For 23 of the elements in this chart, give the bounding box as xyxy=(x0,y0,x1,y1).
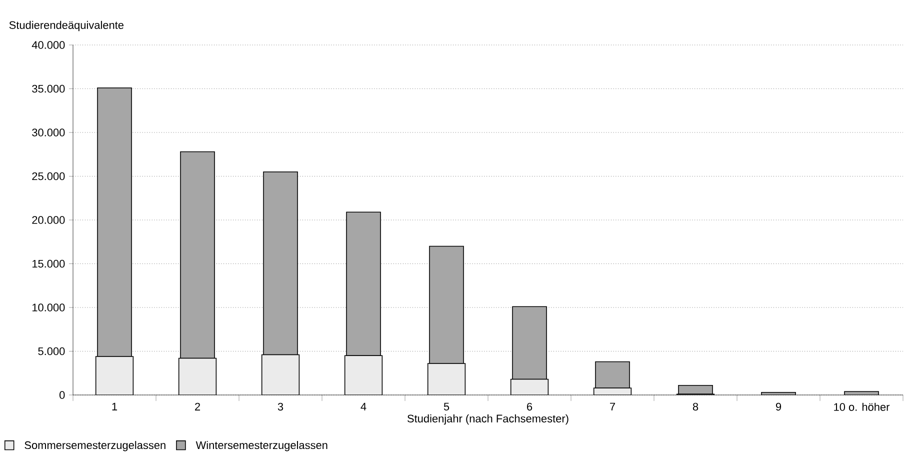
y-tick-label: 15.000 xyxy=(32,260,65,268)
legend-label: Sommersemesterzugelassen xyxy=(24,441,166,452)
y-tick-label: 0 xyxy=(60,391,65,399)
x-tick-label: 9 xyxy=(776,402,782,411)
y-tick-label: 20.000 xyxy=(32,216,65,224)
y-tick-label: 10.000 xyxy=(32,304,65,312)
x-tick-label: 1 xyxy=(112,402,118,410)
y-tick-label: 25.000 xyxy=(32,172,65,180)
x-tick-label: 6 xyxy=(527,402,532,411)
x-tick-label: 3 xyxy=(278,402,284,411)
x-tick-label: 5 xyxy=(444,402,450,410)
x-tick-label: 7 xyxy=(610,402,616,410)
y-tick-label: 30.000 xyxy=(32,128,65,136)
y-axis-title: Studierendeäquivalente xyxy=(9,20,124,32)
y-tick-label: 40.000 xyxy=(32,41,65,49)
y-tick-label: 5.000 xyxy=(38,347,65,356)
legend-label: Wintersemesterzugelassen xyxy=(196,441,328,452)
x-tick-label: 2 xyxy=(195,402,200,410)
x-tick-label: 10 o. höher xyxy=(834,402,890,411)
x-axis-title: Studienjahr (nach Fachsemester) xyxy=(408,414,568,425)
x-tick-label: 4 xyxy=(360,402,366,410)
y-tick-label: 35.000 xyxy=(32,84,65,93)
x-tick-label: 8 xyxy=(692,402,698,411)
